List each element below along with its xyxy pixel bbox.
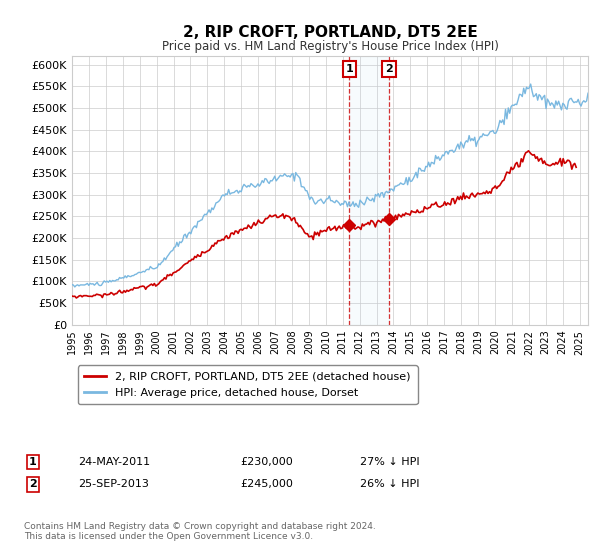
- Text: 24-MAY-2011: 24-MAY-2011: [78, 457, 150, 467]
- Text: 27% ↓ HPI: 27% ↓ HPI: [360, 457, 419, 467]
- Text: Price paid vs. HM Land Registry's House Price Index (HPI): Price paid vs. HM Land Registry's House …: [161, 40, 499, 53]
- Text: Contains HM Land Registry data © Crown copyright and database right 2024.
This d: Contains HM Land Registry data © Crown c…: [24, 522, 376, 542]
- Text: £230,000: £230,000: [240, 457, 293, 467]
- Text: 2, RIP CROFT, PORTLAND, DT5 2EE: 2, RIP CROFT, PORTLAND, DT5 2EE: [182, 25, 478, 40]
- Legend: 2, RIP CROFT, PORTLAND, DT5 2EE (detached house), HPI: Average price, detached h: 2, RIP CROFT, PORTLAND, DT5 2EE (detache…: [77, 365, 418, 404]
- Text: £245,000: £245,000: [240, 479, 293, 489]
- Text: 1: 1: [29, 457, 37, 467]
- Text: 2: 2: [29, 479, 37, 489]
- Text: 2: 2: [385, 64, 393, 74]
- Text: 25-SEP-2013: 25-SEP-2013: [78, 479, 149, 489]
- Bar: [349, 56, 389, 325]
- Text: 1: 1: [346, 64, 353, 74]
- Text: 26% ↓ HPI: 26% ↓ HPI: [360, 479, 419, 489]
